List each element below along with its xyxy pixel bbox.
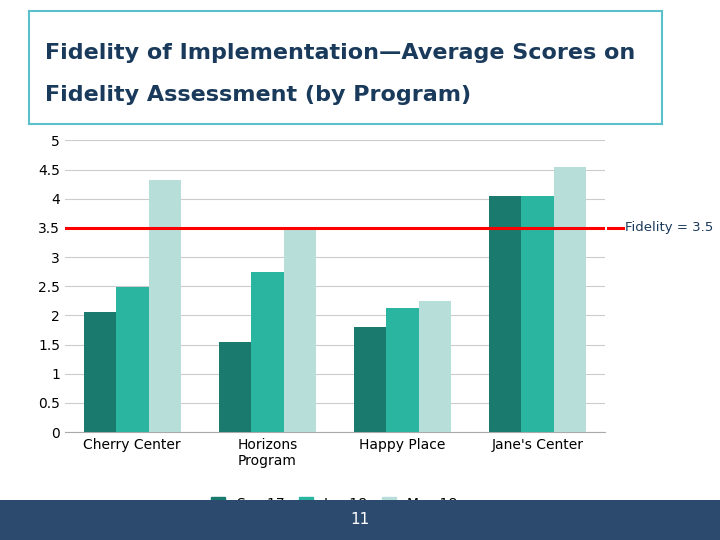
Legend: Sep-17, Jan-18, May-18: Sep-17, Jan-18, May-18 (206, 491, 464, 517)
Bar (219, 342, 251, 432)
Bar (251, 272, 284, 432)
Bar (521, 196, 554, 432)
Bar (116, 287, 148, 432)
Bar (284, 227, 316, 432)
Bar (354, 327, 386, 432)
Bar (489, 196, 521, 432)
Bar (386, 308, 418, 432)
Text: 11: 11 (351, 512, 369, 527)
Bar (418, 301, 451, 432)
Text: Fidelity = 3.5: Fidelity = 3.5 (625, 221, 714, 234)
Bar (554, 167, 586, 432)
Text: Fidelity Assessment (by Program): Fidelity Assessment (by Program) (45, 84, 471, 105)
Text: Fidelity of Implementation—Average Scores on: Fidelity of Implementation—Average Score… (45, 43, 635, 63)
Bar (84, 313, 116, 432)
Bar (148, 180, 181, 432)
